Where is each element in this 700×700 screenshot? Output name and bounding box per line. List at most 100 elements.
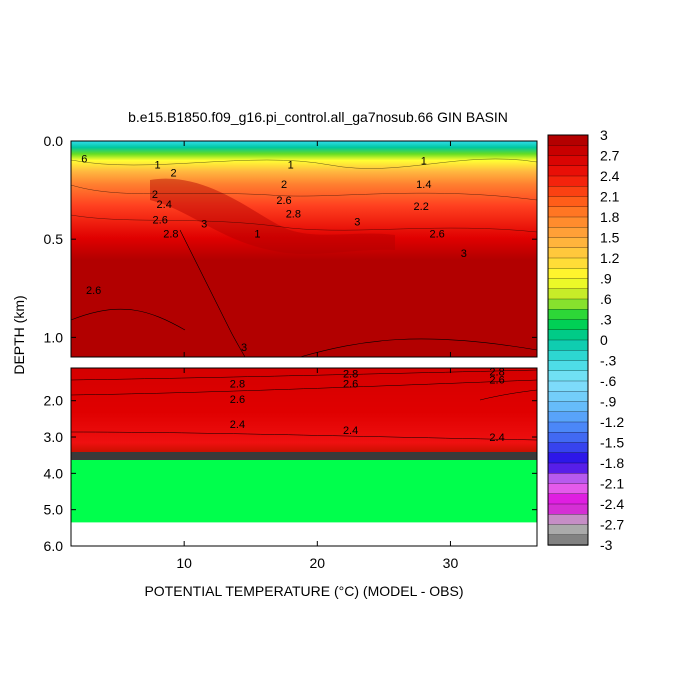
colorbar-cell: [547, 503, 589, 515]
contour-label: 2.6: [343, 379, 358, 391]
contour-label: 3: [201, 218, 207, 230]
y-tick-label: 2.0: [44, 393, 64, 409]
colorbar-label: -.3: [600, 353, 617, 369]
colorbar-cell: [547, 298, 589, 310]
colorbar-label: -2.7: [600, 517, 624, 533]
colorbar-cell: [547, 401, 589, 413]
colorbar-cell: [547, 421, 589, 433]
bottom-colored-region: [71, 368, 537, 456]
colorbar-label: .6: [600, 291, 612, 307]
contour-label: 1.4: [416, 179, 431, 191]
colorbar-cell: [547, 370, 589, 382]
contour-line: [70, 158, 538, 169]
bottom-green-region: [71, 458, 537, 523]
colorbar-cell: [547, 227, 589, 239]
colorbar-cell: [547, 134, 589, 146]
x-tick-label: 10: [176, 555, 192, 571]
contour-label: 6: [81, 154, 87, 166]
colorbar-label: -2.1: [600, 476, 624, 492]
colorbar-label: 1.2: [600, 250, 620, 266]
y-tick-label: 5.0: [44, 502, 64, 518]
colorbar-cell: [547, 442, 589, 454]
contour-line-2-4: [70, 431, 538, 441]
x-tick-label: 30: [443, 555, 459, 571]
colorbar-cell: [547, 411, 589, 423]
top-panel-plot-area: [71, 141, 537, 357]
contour-label: 1: [421, 156, 427, 168]
colorbar-cell: [547, 329, 589, 341]
contour-label: 2.6: [86, 285, 101, 297]
bottom-panel-frame: [70, 367, 538, 547]
colorbar-label: 2.7: [600, 148, 620, 164]
colorbar-label: 2.4: [600, 168, 620, 184]
colorbar-cell: [547, 175, 589, 187]
contour-label: 2.8: [230, 379, 245, 391]
colorbar-cell: [547, 206, 589, 218]
colorbar-label: -2.4: [600, 496, 624, 512]
colorbar-cell: [547, 319, 589, 331]
colorbar-cell: [547, 339, 589, 351]
contour-line: [479, 389, 538, 401]
x-axis-label: POTENTIAL TEMPERATURE (°C) (MODEL - OBS): [144, 583, 463, 599]
colorbar-cell: [547, 216, 589, 228]
y-tick-label: 0.0: [44, 133, 64, 149]
contour-label: 2.4: [157, 199, 172, 211]
contour-label: 3: [354, 217, 360, 229]
contour-label: 2.2: [414, 201, 429, 213]
colorbar-label: -.9: [600, 394, 617, 410]
contour-line-3: [179, 229, 246, 358]
contour-label: 2.6: [489, 375, 504, 387]
top-panel-frame: [70, 140, 538, 358]
colorbar-cell: [547, 524, 589, 536]
contour-label: 3: [461, 248, 467, 260]
contour-label: 2.8: [489, 367, 504, 379]
contour-label: 1: [254, 228, 260, 240]
colorbar-cell: [547, 391, 589, 403]
contour-label: 2.6: [276, 195, 291, 207]
y-axis-label: DEPTH (km): [11, 295, 27, 374]
colorbar-label: -1.5: [600, 435, 624, 451]
colorbar-cell: [547, 452, 589, 464]
y-tick-label: 0.5: [44, 231, 64, 247]
colorbar-cell: [547, 268, 589, 280]
contour-label: 1: [288, 160, 294, 172]
contour-label: 1: [154, 160, 160, 172]
colorbar-cell: [547, 278, 589, 290]
contour-label: 2: [152, 189, 158, 201]
y-tick-label: 4.0: [44, 465, 64, 481]
colorbar-label: 1.8: [600, 209, 620, 225]
colorbar-label: -1.8: [600, 455, 624, 471]
colorbar-label: -1.2: [600, 414, 624, 430]
colorbar-cell: [547, 288, 589, 300]
colorbar-label: .3: [600, 312, 612, 328]
colorbar-cell: [547, 432, 589, 444]
contour-line-2-6: [70, 379, 538, 396]
bottom-contour-labels: 2.82.62.42.82.62.42.82.62.4: [230, 367, 505, 444]
colorbar-cell: [547, 309, 589, 321]
colorbar-cell: [547, 237, 589, 249]
bottom-y-ticks: 2.0 3.0 4.0 5.0 6.0: [44, 393, 537, 554]
contour-label: 2.4: [343, 425, 358, 437]
colorbar-cell: [547, 514, 589, 526]
contour-label: 2.4: [489, 432, 504, 444]
colorbar-cell: [547, 462, 589, 474]
colorbar-cell: [547, 380, 589, 392]
colorbar-label: 1.5: [600, 230, 620, 246]
contour-label: 3: [241, 342, 247, 354]
colorbar-cell: [547, 473, 589, 485]
y-tick-label: 3.0: [44, 429, 64, 445]
colorbar-cell: [547, 196, 589, 208]
colorbar-label: -.6: [600, 373, 617, 389]
contour-line: [299, 338, 538, 358]
colorbar-cell: [547, 483, 589, 495]
colorbar-label: 3: [600, 127, 608, 143]
contour-label: 2.4: [230, 419, 245, 431]
colorbar-cell: [547, 247, 589, 259]
colorbar-label: -3: [600, 537, 613, 553]
colorbar-cell: [547, 350, 589, 362]
contour-line: [70, 184, 538, 201]
contour-label: 2.8: [343, 368, 358, 380]
colorbar-label: 2.1: [600, 189, 620, 205]
